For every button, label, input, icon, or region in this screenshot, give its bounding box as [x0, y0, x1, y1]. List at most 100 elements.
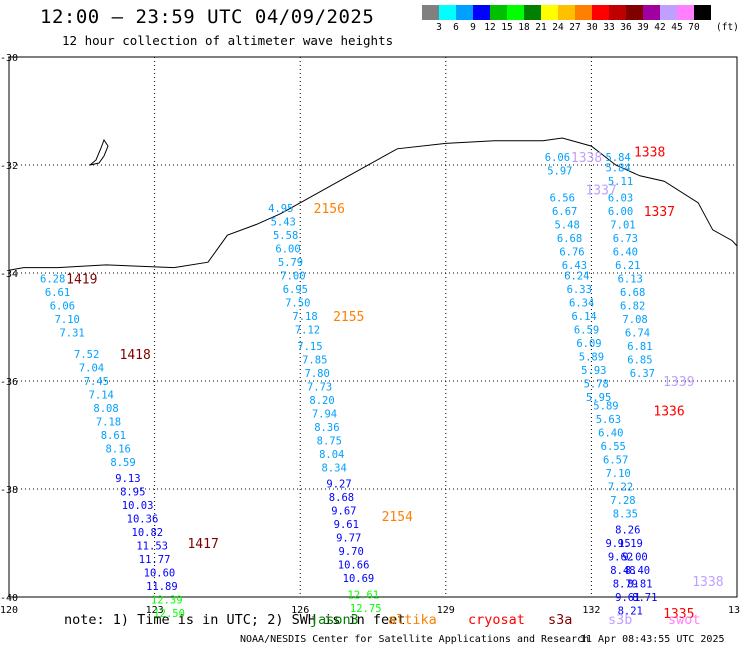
- wave-height-value: 7.10: [55, 314, 80, 326]
- wave-height-value: 6.67: [552, 206, 577, 218]
- pass-number-label: 1337: [644, 205, 675, 220]
- legend-swatch: [507, 5, 524, 20]
- wave-height-value: 6.55: [601, 441, 626, 453]
- wave-height-value: 12.39: [151, 595, 183, 607]
- wave-height-value: 7.22: [608, 481, 633, 493]
- legend-tick-label: 3: [436, 22, 442, 33]
- wave-height-value: 7.14: [89, 390, 114, 402]
- wave-height-value: 6.85: [627, 354, 652, 366]
- coastline: [8, 142, 446, 271]
- wave-height-value: 7.00: [280, 271, 305, 283]
- pass-number-label: 1338: [692, 575, 723, 590]
- wave-height-value: 8.40: [625, 565, 650, 577]
- pass-number-label: 1336: [653, 405, 684, 420]
- legend-swatch: [541, 5, 558, 20]
- legend-swatch: [677, 5, 694, 20]
- wave-height-value: 6.09: [576, 338, 601, 350]
- wave-height-value: 8.68: [329, 492, 354, 504]
- wave-height-value: 7.18: [96, 417, 121, 429]
- legend-tick-label: 39: [637, 22, 649, 33]
- wave-height-value: 8.75: [317, 435, 342, 447]
- wave-height-value: 5.95: [586, 392, 611, 404]
- wave-height-value: 5.79: [278, 257, 303, 269]
- wave-height-value: 8.71: [632, 592, 657, 604]
- wave-height-value: 6.03: [608, 192, 633, 204]
- wave-height-value: 6.21: [615, 260, 640, 272]
- wave-height-value: 6.06: [50, 300, 75, 312]
- wave-height-value: 5.89: [579, 352, 604, 364]
- legend-tick-label: 70: [688, 22, 700, 33]
- coastline-east: [445, 137, 738, 247]
- wave-height-value: 7.18: [292, 311, 317, 323]
- wave-height-value: 6.33: [567, 284, 592, 296]
- lon-tick-label: 129: [437, 605, 455, 616]
- wave-height-value: 7.31: [59, 327, 84, 339]
- wave-height-value: 8.61: [101, 430, 126, 442]
- wave-height-value: 6.95: [283, 284, 308, 296]
- wave-height-value: 6.24: [564, 271, 589, 283]
- lat-tick-label: -40: [0, 593, 18, 604]
- pass-number-label: 1417: [187, 537, 218, 552]
- legend-swatches: [422, 5, 711, 20]
- legend-swatch: [490, 5, 507, 20]
- pass-number-label: 2155: [333, 310, 364, 325]
- wave-height-value: 6.56: [550, 192, 575, 204]
- pass-number-label: 1339: [663, 375, 694, 390]
- wave-height-value: 6.28: [40, 273, 65, 285]
- wave-height-value: 5.97: [547, 165, 572, 177]
- legend-tick-label: 27: [569, 22, 581, 33]
- legend-swatch: [626, 5, 643, 20]
- legend-swatch: [575, 5, 592, 20]
- wave-height-value: 9.62: [608, 552, 633, 564]
- satellite-swot: swot: [668, 612, 701, 628]
- color-legend: 3 6 9 12 15 18 21 24 27 30 33 36 39 42 45 70 (ft): [422, 5, 739, 34]
- legend-swatch: [439, 5, 456, 20]
- pass-number-label: 1338: [634, 146, 665, 161]
- lat-tick-label: -38: [0, 485, 18, 496]
- generation-timestamp: 11 Apr 08:43:55 UTC 2025: [580, 634, 725, 645]
- legend-swatch: [694, 5, 711, 20]
- pass-number-label: 1335: [663, 607, 694, 622]
- wave-height-value: 6.14: [571, 311, 596, 323]
- wave-height-value: 9.00: [622, 552, 647, 564]
- legend-tick-label: 24: [552, 22, 564, 33]
- lat-tick-label: -34: [0, 269, 18, 280]
- wave-height-value: 6.37: [630, 368, 655, 380]
- wave-height-value: 9.15: [605, 538, 630, 550]
- wave-height-value: 6.00: [275, 244, 300, 256]
- legend-swatch: [643, 5, 660, 20]
- pass-number-label: 1338: [571, 151, 602, 166]
- wave-height-value: 5.78: [584, 379, 609, 391]
- legend-swatch: [524, 5, 541, 20]
- lat-tick-label: -36: [0, 377, 18, 388]
- wave-height-value: 6.82: [620, 300, 645, 312]
- wave-height-value: 5.58: [273, 230, 298, 242]
- wave-height-value: 7.04: [79, 363, 104, 375]
- wave-height-value: 5.48: [554, 219, 579, 231]
- wave-height-value: 7.15: [297, 341, 322, 353]
- wave-height-value: 10.36: [127, 514, 159, 526]
- wave-height-value: 9.61: [334, 519, 359, 531]
- wave-height-value: 8.95: [120, 487, 145, 499]
- legend-swatch: [609, 5, 626, 20]
- wave-height-value: 6.43: [562, 260, 587, 272]
- wave-height-value: 5.89: [593, 400, 618, 412]
- wave-height-value: 7.50: [285, 298, 310, 310]
- legend-swatch: [660, 5, 677, 20]
- wave-height-value: 8.59: [110, 457, 135, 469]
- wave-height-value: 6.81: [627, 341, 652, 353]
- wave-height-value: 8.04: [319, 449, 344, 461]
- wave-height-value: 10.66: [338, 560, 370, 572]
- wave-height-value: 7.80: [305, 368, 330, 380]
- wave-height-value: 8.79: [613, 579, 638, 591]
- wave-height-value: 9.70: [339, 546, 364, 558]
- pass-number-label: 2154: [382, 510, 413, 525]
- wave-height-value: 7.45: [84, 376, 109, 388]
- wave-height-value: 6.59: [574, 325, 599, 337]
- wave-height-value: 4.95: [268, 203, 293, 215]
- wave-height-value: 6.68: [557, 233, 582, 245]
- wave-height-value: 9.19: [618, 538, 643, 550]
- satellite-s3a: s3a: [548, 612, 573, 628]
- wave-height-value: 7.94: [312, 408, 337, 420]
